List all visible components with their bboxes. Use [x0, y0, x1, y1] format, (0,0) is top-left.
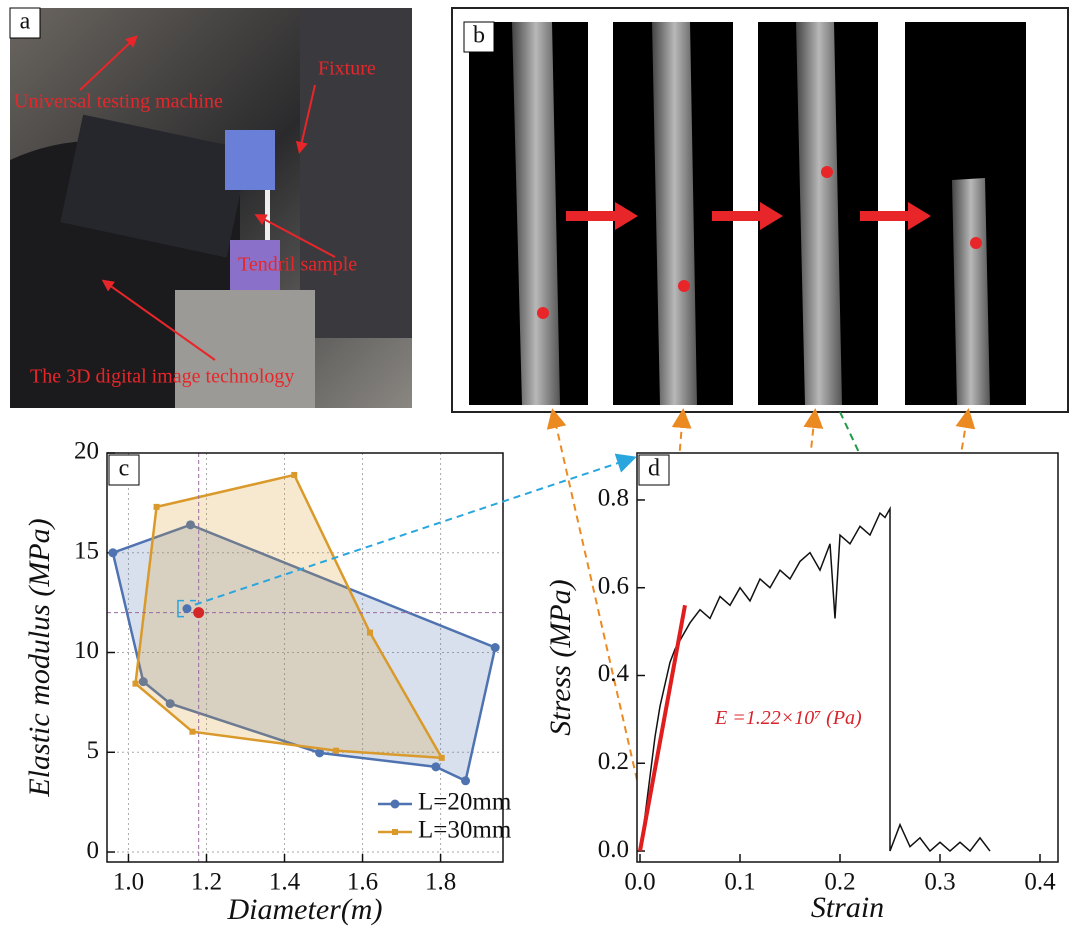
- y-tick-label: 0.6: [598, 572, 629, 599]
- annotation: Tendril sample: [238, 254, 357, 276]
- x-tick-label: 0.4: [1024, 869, 1056, 896]
- y-tick-label: 0.2: [598, 748, 629, 775]
- x-tick-label: 1.8: [425, 869, 456, 896]
- selected-point: [182, 604, 191, 613]
- page: {"panels": { "a": {"label": "a", "annota…: [0, 0, 1079, 932]
- x-tick-label: 0.3: [924, 869, 955, 896]
- panel-label: b: [473, 23, 485, 49]
- tracking-point: [970, 237, 982, 249]
- tracking-point: [537, 307, 549, 319]
- chart-c: 1.0 1.2 1.4 1.6 1.8 0 5 10 15 20 Diameter(m) Elasti…: [23, 438, 512, 926]
- panel-a: a Fixture Universal testing machine Tend…: [10, 8, 412, 408]
- figure: a Fixture Universal testing machine Tend…: [0, 0, 1079, 932]
- highlight-point: [193, 607, 204, 618]
- point: [367, 630, 373, 636]
- y-tick-label: 0.4: [598, 660, 630, 687]
- y-tick-label: 0.0: [598, 836, 629, 863]
- panel-label: a: [20, 9, 31, 35]
- point: [291, 472, 297, 478]
- point: [154, 504, 160, 510]
- legend-marker: [392, 829, 398, 835]
- legend-marker: [391, 800, 400, 809]
- point: [108, 548, 117, 557]
- y-tick-label: 10: [74, 637, 99, 664]
- legend-label: L=30mm: [418, 817, 512, 844]
- point: [132, 681, 138, 687]
- y-tick-label: 0: [87, 837, 100, 864]
- y-tick-label: 0.8: [598, 485, 629, 512]
- point: [439, 755, 445, 761]
- panel-label: d: [648, 456, 660, 482]
- y-axis-label: Elastic modulus (MPa): [23, 518, 56, 797]
- stem: [952, 178, 990, 405]
- panel-b: b: [452, 8, 1068, 412]
- x-axis-label: Strain: [811, 891, 884, 924]
- annotation: Universal testing machine: [14, 91, 223, 113]
- point: [333, 748, 339, 754]
- x-tick-label: 1.0: [113, 869, 144, 896]
- x-tick-label: 1.4: [269, 869, 301, 896]
- y-tick-label: 15: [74, 537, 99, 564]
- legend-label: L=20mm: [418, 789, 512, 816]
- point: [491, 643, 500, 652]
- plot-area: [637, 453, 1058, 862]
- sample: [265, 190, 270, 240]
- annotation: E =1.22×10⁷ (Pa): [714, 707, 862, 729]
- y-axis-label: Stress (MPa): [544, 579, 577, 735]
- x-tick-label: 0.0: [624, 869, 655, 896]
- tracking-point: [678, 280, 690, 292]
- annotation: The 3D digital image technology: [30, 366, 294, 388]
- panel-label: c: [119, 456, 130, 482]
- y-tick-label: 20: [74, 438, 99, 465]
- y-tick-label: 5: [87, 737, 100, 764]
- fixture: [225, 130, 275, 190]
- annotation: Fixture: [318, 58, 376, 80]
- x-tick-label: 1.6: [347, 869, 378, 896]
- x-tick-label: 0.1: [724, 869, 755, 896]
- point: [431, 762, 440, 771]
- point: [189, 729, 195, 735]
- point: [461, 776, 470, 785]
- stage: [175, 290, 315, 408]
- tracking-point: [821, 166, 833, 178]
- x-axis-label: Diameter(m): [227, 893, 383, 926]
- x-tick-label: 1.2: [191, 869, 222, 896]
